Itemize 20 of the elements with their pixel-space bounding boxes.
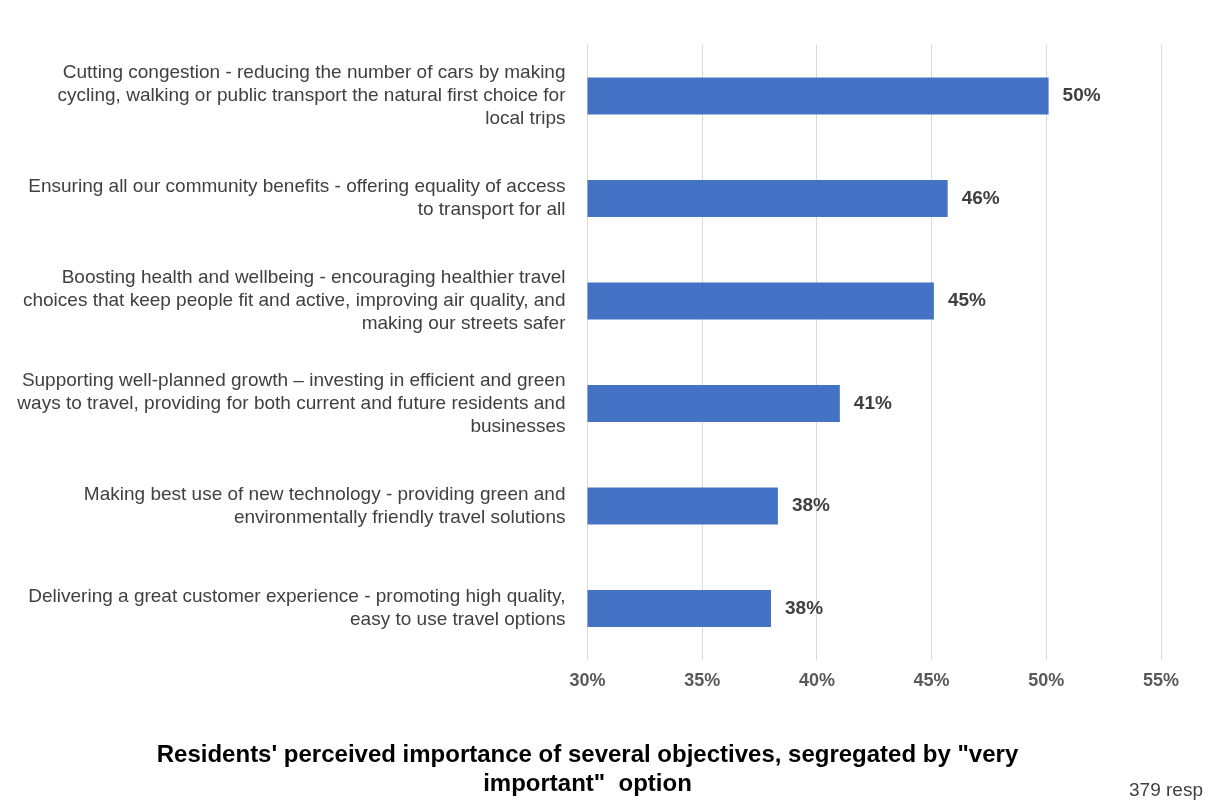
x-tick-label: 40%	[798, 669, 835, 690]
y-tick-label: Cutting congestion - reducing the number of cars by making cycling, walking or public transport the natural first choice for local trips	[57, 61, 567, 129]
data-label: 45%	[947, 289, 987, 311]
y-tick-label: Delivering a great customer experience - promoting high quality, easy to use travel options	[28, 585, 566, 630]
x-tick-label: 50%	[1028, 669, 1065, 690]
x-tick-label: 55%	[1142, 669, 1180, 690]
y-tick-label: Making best use of new technology - providing green and environmentally friendly travel solutions	[83, 482, 566, 527]
y-tick-label: Supporting well-planned growth – investing in efficient and green ways to travel, providing for both current and future residents and businesses	[16, 368, 566, 436]
data-label: 38%	[791, 494, 831, 516]
text: Residents' perceived importance of several objectives, segregated by "very important" option	[156, 740, 1019, 797]
text: 379 resp	[1129, 779, 1203, 801]
data-label: 46%	[961, 186, 1000, 208]
y-tick-label: Ensuring all our community benefits - offering equality of access to transport for all	[28, 175, 566, 220]
data-label: 41%	[853, 391, 892, 413]
x-tick-label: 45%	[913, 669, 950, 690]
data-label: 38%	[785, 596, 824, 618]
y-tick-label: Boosting health and wellbeing - encouraging healthier travel choices that keep people fit and active, improving air quality, and making our streets safer	[22, 266, 567, 334]
x-tick-label: 35%	[684, 669, 721, 690]
x-tick-label: 30%	[569, 669, 606, 690]
data-label: 50%	[1062, 84, 1101, 106]
